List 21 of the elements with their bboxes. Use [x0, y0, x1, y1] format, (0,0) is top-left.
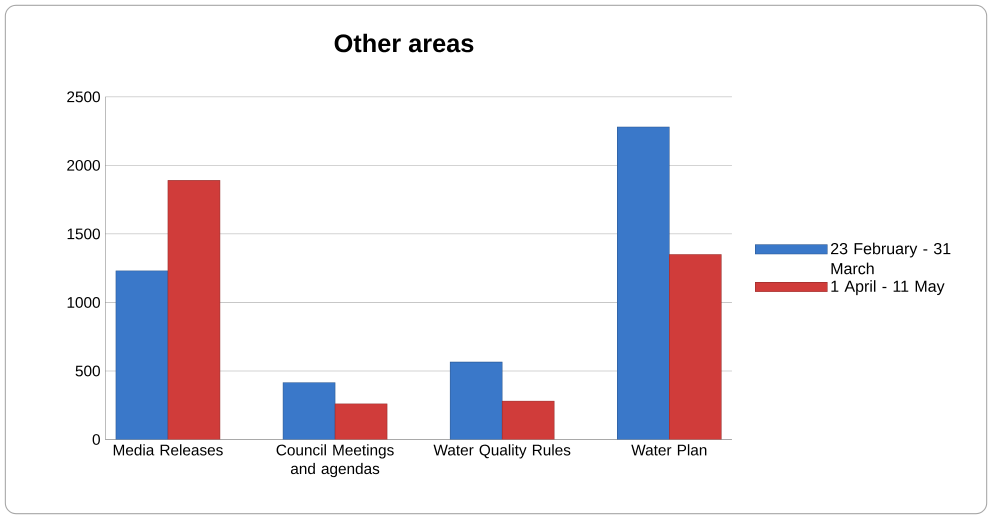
x-tick-label: Council Meetings and agendas — [276, 444, 394, 478]
bar — [116, 270, 168, 440]
bar — [282, 382, 336, 440]
x-tick-label: Water Quality Rules — [434, 444, 570, 458]
bar — [617, 126, 670, 440]
legend-label: 23 February - 31 March — [831, 242, 950, 274]
y-tick-label: 2500 — [67, 91, 100, 102]
bar — [334, 404, 388, 440]
y-tick-label: 2000 — [67, 160, 100, 171]
x-tick-label: Media Releases — [114, 444, 223, 456]
bar — [450, 362, 502, 440]
y-tick-label: 1500 — [68, 228, 100, 240]
bar — [669, 254, 722, 440]
bar — [168, 180, 220, 440]
bar — [502, 400, 554, 440]
chart-title: Other areas — [334, 34, 474, 52]
y-tick-label: 0 — [92, 434, 100, 445]
x-tick-label: Water Plan — [631, 444, 706, 456]
y-tick-label: 1000 — [68, 297, 100, 308]
y-tick-label: 500 — [76, 366, 100, 376]
legend-label: 1 April - 11 May — [831, 280, 945, 296]
